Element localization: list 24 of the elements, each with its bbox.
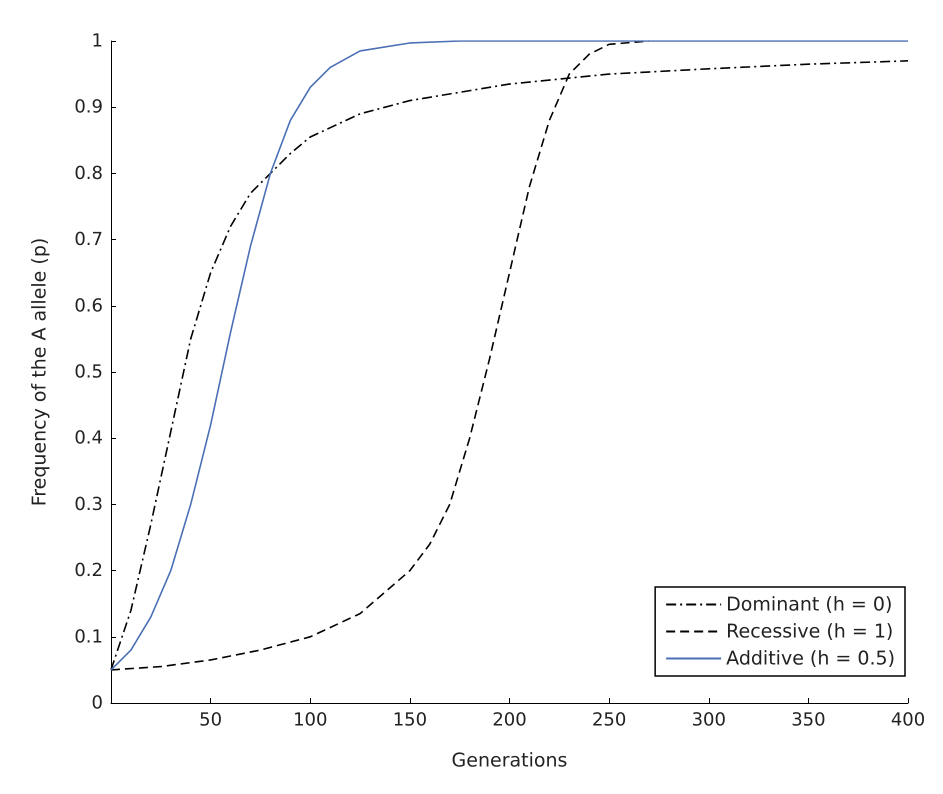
y-tick-label: 0.9 (74, 96, 103, 118)
y-tick-label: 0.1 (74, 626, 103, 648)
x-tick-label: 350 (791, 710, 826, 730)
y-tick-label: 1 (92, 30, 103, 52)
y-tick-label: 0.7 (74, 229, 103, 250)
y-tick-label: 0.4 (74, 428, 103, 449)
x-axis-title: Generations (452, 750, 568, 772)
y-tick-label: 0.3 (74, 494, 103, 515)
legend-label: Additive (h = 0.5) (726, 648, 896, 670)
y-tick-label: 0 (92, 692, 103, 714)
x-tick-label: 50 (199, 710, 222, 730)
x-tick-label: 250 (592, 710, 626, 730)
legend-label: Recessive (h = 1) (726, 620, 894, 642)
legend-label: Dominant (h = 0) (726, 594, 892, 616)
y-tick-label: 0.6 (74, 295, 103, 316)
y-axis-title: Frequency of the A allele (p) (28, 238, 50, 506)
y-tick-label: 0.5 (74, 362, 103, 382)
y-tick-label: 0.8 (74, 162, 103, 184)
x-tick-label: 150 (392, 710, 428, 730)
x-tick-label: 300 (692, 710, 726, 730)
x-tick-label: 200 (492, 710, 527, 730)
x-tick-label: 400 (890, 710, 926, 730)
x-tick-label: 100 (293, 710, 328, 730)
y-tick-label: 0.2 (74, 560, 103, 582)
